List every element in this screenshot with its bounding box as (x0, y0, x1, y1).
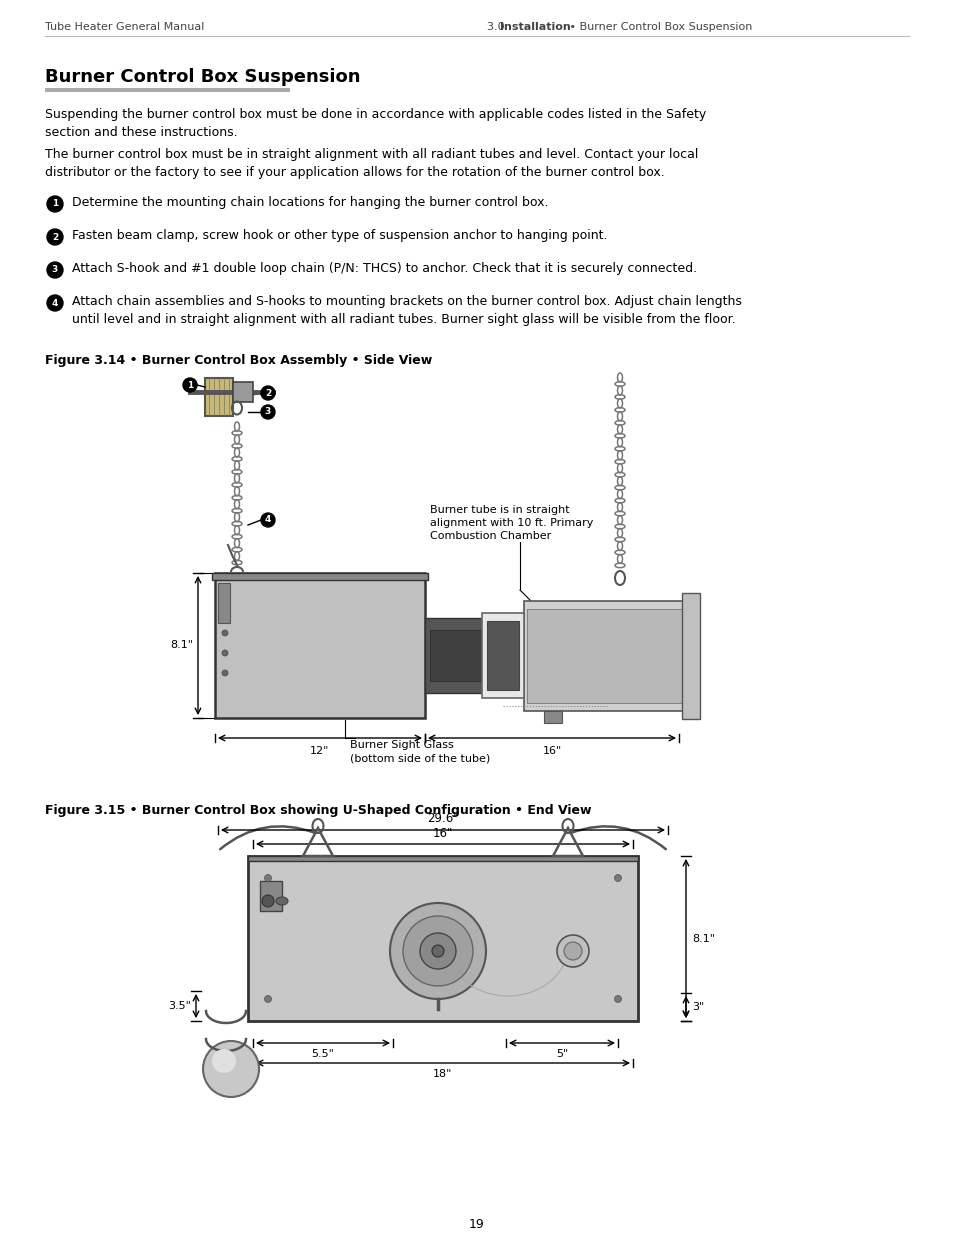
Text: 12": 12" (310, 746, 330, 756)
Circle shape (183, 378, 196, 391)
Text: Fasten beam clamp, screw hook or other type of suspension anchor to hanging poin: Fasten beam clamp, screw hook or other t… (71, 228, 607, 242)
Bar (205, 378, 233, 416)
Circle shape (222, 671, 228, 676)
Text: 16": 16" (542, 746, 561, 756)
Text: 3: 3 (51, 266, 58, 274)
Text: 29.6": 29.6" (427, 811, 458, 825)
Circle shape (264, 874, 272, 882)
Text: Determine the mounting chain locations for hanging the burner control box.: Determine the mounting chain locations f… (71, 196, 548, 209)
Circle shape (614, 874, 620, 882)
Circle shape (222, 630, 228, 636)
Bar (481, 613, 523, 698)
Circle shape (212, 1049, 235, 1073)
Text: • Burner Control Box Suspension: • Burner Control Box Suspension (565, 22, 752, 32)
Circle shape (390, 903, 485, 999)
Text: 8.1": 8.1" (691, 934, 714, 944)
Ellipse shape (275, 897, 288, 905)
Circle shape (262, 895, 274, 906)
Text: 5": 5" (556, 1049, 568, 1058)
Circle shape (557, 935, 588, 967)
Circle shape (419, 932, 456, 969)
Circle shape (264, 995, 272, 1003)
Bar (681, 593, 700, 719)
Text: 8.1": 8.1" (170, 641, 193, 651)
Text: 16": 16" (433, 827, 453, 840)
Circle shape (47, 228, 63, 245)
Text: 1: 1 (187, 380, 193, 389)
Text: Suspending the burner control box must be done in accordance with applicable cod: Suspending the burner control box must b… (45, 107, 705, 140)
Circle shape (222, 650, 228, 656)
Text: 18": 18" (433, 1070, 453, 1079)
Text: Attach chain assemblies and S-hooks to mounting brackets on the burner control b: Attach chain assemblies and S-hooks to m… (71, 295, 741, 326)
Bar (430, 630, 484, 680)
Text: Installation: Installation (499, 22, 570, 32)
Text: 19: 19 (469, 1218, 484, 1231)
Circle shape (402, 916, 473, 986)
Text: 3.0: 3.0 (486, 22, 508, 32)
Bar (233, 382, 253, 403)
Circle shape (563, 942, 581, 960)
Text: 3: 3 (265, 408, 271, 416)
Text: 4: 4 (51, 299, 58, 308)
Bar (523, 601, 693, 711)
Circle shape (47, 295, 63, 311)
Circle shape (47, 196, 63, 212)
Circle shape (614, 995, 620, 1003)
Text: Burner Sight Glass
(bottom side of the tube): Burner Sight Glass (bottom side of the t… (350, 740, 490, 763)
Circle shape (261, 405, 274, 419)
Text: Tube Heater General Manual: Tube Heater General Manual (45, 22, 204, 32)
Bar (486, 621, 518, 690)
Text: Attach S-hook and #1 double loop chain (P/N: THCS) to anchor. Check that it is s: Attach S-hook and #1 double loop chain (… (71, 262, 697, 275)
Bar (214, 573, 424, 718)
Text: Burner tube is in straight
alignment with 10 ft. Primary
Combustion Chamber: Burner tube is in straight alignment wit… (430, 505, 593, 541)
Text: 3.5": 3.5" (168, 1002, 191, 1011)
Bar (45, 88, 290, 91)
Circle shape (261, 513, 274, 527)
Text: 5.5": 5.5" (312, 1049, 335, 1058)
Bar (218, 583, 230, 622)
Circle shape (261, 387, 274, 400)
Bar (260, 881, 282, 911)
Bar (526, 609, 690, 703)
Circle shape (47, 262, 63, 278)
Bar (212, 573, 428, 580)
Text: The burner control box must be in straight alignment with all radiant tubes and : The burner control box must be in straig… (45, 148, 698, 179)
Text: 3": 3" (691, 1002, 703, 1011)
Text: Figure 3.15 • Burner Control Box showing U-Shaped Configuration • End View: Figure 3.15 • Burner Control Box showing… (45, 804, 591, 818)
Text: 1: 1 (51, 200, 58, 209)
Bar (248, 856, 638, 861)
Text: 4: 4 (265, 515, 271, 525)
Circle shape (432, 945, 443, 957)
Text: Figure 3.14 • Burner Control Box Assembly • Side View: Figure 3.14 • Burner Control Box Assembl… (45, 354, 432, 367)
Bar (543, 711, 561, 722)
Text: 2: 2 (51, 232, 58, 242)
Text: 2: 2 (265, 389, 271, 398)
Bar (424, 618, 490, 693)
Circle shape (203, 1041, 258, 1097)
Bar (248, 856, 638, 1021)
Text: Burner Control Box Suspension: Burner Control Box Suspension (45, 68, 360, 86)
